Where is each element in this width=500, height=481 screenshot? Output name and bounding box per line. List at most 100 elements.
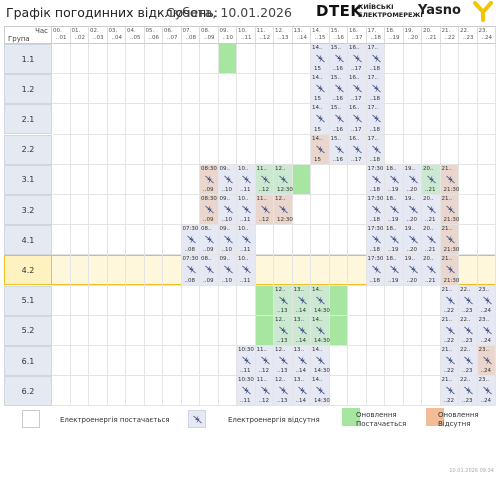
cell-start-time: 10.. — [238, 226, 249, 233]
schedule-cell — [181, 195, 200, 226]
schedule-cell — [255, 225, 274, 256]
cell-start-time: 14.. — [312, 347, 323, 353]
schedule-cell — [311, 164, 330, 195]
schedule-cell — [107, 376, 126, 407]
outage-cell: 12.. ..13 — [274, 285, 293, 316]
no-power-icon — [279, 386, 288, 395]
group-label[interactable]: 6.1 — [4, 346, 52, 376]
hour-header: 17. ..18 — [366, 26, 385, 44]
group-label[interactable]: 6.2 — [4, 376, 52, 407]
group-header: Група — [8, 35, 30, 43]
schedule-cell — [459, 255, 478, 286]
hour-header: 11. ..12 — [255, 26, 274, 44]
outage-cell: 12.. ..13 — [274, 346, 293, 377]
group-label[interactable]: 2.1 — [4, 104, 52, 135]
schedule-cell — [70, 315, 89, 346]
cell-end-time: ..24 — [480, 368, 492, 375]
hour-start: 05. — [145, 28, 155, 34]
no-power-icon — [390, 205, 399, 214]
schedule-cell — [107, 346, 126, 377]
no-power-icon — [371, 114, 381, 123]
cell-start-time: 20.. — [423, 226, 434, 233]
outage-cell: 08.. ..09 — [200, 225, 219, 256]
group-label[interactable]: 4.1 — [4, 225, 52, 256]
update-cell — [329, 315, 348, 346]
schedule-cell — [422, 74, 441, 105]
schedule-cell — [237, 74, 256, 105]
group-label[interactable]: 3.1 — [4, 164, 52, 195]
schedule-cell — [107, 44, 126, 75]
group-label[interactable]: 2.2 — [4, 134, 52, 165]
schedule-cell — [348, 164, 367, 195]
header: Графік погодинних відключень: Субота, 10… — [0, 0, 500, 26]
schedule-cell — [70, 164, 89, 195]
outage-cell: 20.. ..21 — [422, 225, 441, 256]
schedule-cell — [126, 104, 145, 135]
schedule-cell — [422, 134, 441, 165]
group-label[interactable]: 5.1 — [4, 285, 52, 316]
schedule-cell — [200, 346, 219, 377]
outage-cell: 15.. ..16 — [329, 134, 348, 165]
schedule-cell — [403, 315, 422, 346]
cell-end-time: 14:30 — [314, 368, 330, 375]
cell-end-time: ..09 — [203, 247, 214, 254]
cell-end-time: ..12 — [258, 398, 270, 405]
outage-cell: 10.. ..11 — [237, 195, 256, 226]
schedule-cell — [181, 315, 200, 346]
cell-start-time: 09.. — [219, 196, 231, 202]
schedule-cell — [292, 104, 311, 135]
no-power-icon — [408, 175, 418, 184]
group-label[interactable]: 4.2 — [4, 255, 52, 286]
schedule-cell — [70, 255, 89, 286]
schedule-cell — [459, 74, 478, 105]
schedule-cell — [163, 346, 182, 377]
schedule-cell — [163, 164, 182, 195]
cell-end-time: ..21 — [425, 217, 436, 224]
schedule-cell — [70, 195, 89, 226]
hour-end: ..05 — [130, 35, 141, 41]
cell-end-time: ..13 — [277, 337, 288, 344]
group-label[interactable]: 1.2 — [4, 74, 52, 105]
outage-cell: 08.. ..09 — [200, 255, 219, 286]
group-label[interactable]: 3.2 — [4, 195, 52, 225]
hour-start: 18. — [386, 28, 395, 34]
schedule-cell — [163, 255, 182, 286]
cell-start-time: 12.. — [275, 316, 286, 323]
schedule-cell — [329, 376, 348, 407]
cell-end-time: ..23 — [462, 307, 473, 314]
schedule-cell — [107, 134, 126, 165]
group-label[interactable]: 1.1 — [4, 44, 52, 74]
outage-cell: 21.. ..22 — [440, 346, 459, 377]
no-power-icon — [205, 235, 214, 244]
schedule-cell — [52, 225, 71, 256]
no-power-icon — [297, 296, 307, 305]
hour-start: 15. — [330, 28, 340, 34]
schedule-cell — [385, 315, 404, 346]
schedule-cell — [181, 104, 200, 135]
cell-end-time: 14:30 — [314, 307, 330, 314]
hour-start: 17. — [367, 28, 377, 34]
no-power-icon — [464, 326, 473, 335]
cell-start-time: 07:30 — [182, 256, 199, 263]
no-power-icon — [427, 205, 436, 214]
cell-end-time: ..08 — [184, 247, 196, 254]
schedule-cell — [348, 346, 367, 377]
cell-start-time: 19.. — [404, 165, 416, 172]
hour-end: ..13 — [278, 35, 289, 41]
schedule-cell — [403, 104, 422, 135]
cell-end-time: ..21 — [425, 186, 436, 193]
cell-end-time: 21:30 — [443, 217, 460, 224]
schedule-cell — [126, 255, 145, 286]
cell-start-time: 08.. — [201, 226, 212, 233]
outage-cell: 14.. 14:30 — [311, 346, 330, 377]
schedule-cell — [292, 225, 311, 256]
cell-start-time: 21.. — [441, 377, 453, 384]
no-power-icon — [279, 296, 288, 305]
legend-update-on-line1: Оновлення — [356, 411, 397, 419]
hour-header: 22. ..23 — [459, 26, 478, 44]
no-power-icon — [279, 205, 288, 214]
group-label[interactable]: 5.2 — [4, 315, 52, 346]
no-power-icon — [316, 296, 325, 305]
cell-end-time: 12:30 — [277, 217, 293, 224]
no-power-icon — [371, 235, 381, 244]
